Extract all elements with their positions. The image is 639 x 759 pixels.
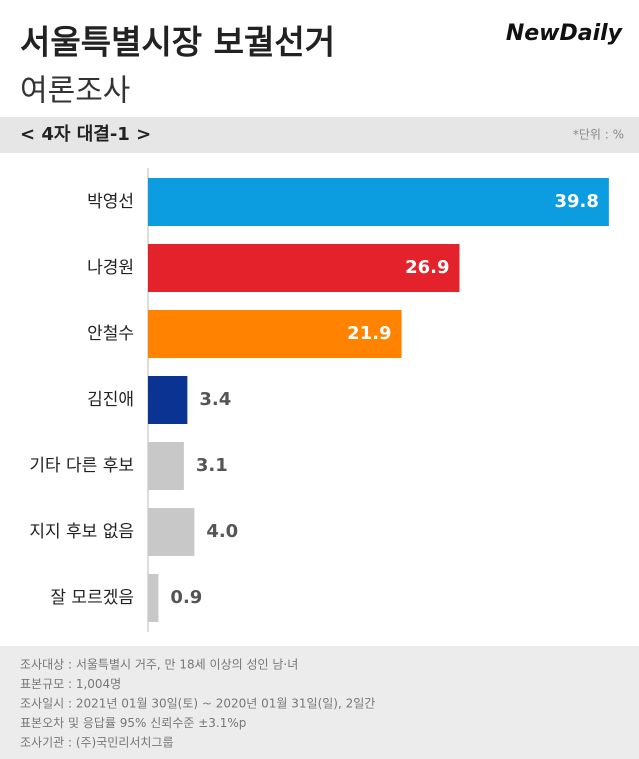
footer-band bbox=[0, 646, 639, 759]
bar bbox=[148, 508, 195, 556]
bar bbox=[148, 442, 184, 490]
value-label: 39.8 bbox=[554, 191, 598, 212]
category-label: 안철수 bbox=[87, 324, 134, 344]
bar bbox=[148, 244, 460, 292]
footer-note: 조사대상 : 서울특별시 거주, 만 18세 이상의 성인 남·녀 bbox=[20, 658, 298, 672]
value-label: 0.9 bbox=[170, 587, 202, 608]
value-label: 26.9 bbox=[405, 257, 449, 278]
bar bbox=[148, 574, 159, 622]
brand: NewDaily bbox=[506, 21, 624, 46]
category-label: 기타 다른 후보 bbox=[29, 456, 134, 476]
value-label: 3.4 bbox=[199, 389, 231, 410]
value-label: 3.1 bbox=[196, 455, 228, 476]
category-label: 잘 모르겠음 bbox=[50, 588, 134, 608]
value-label: 21.9 bbox=[347, 323, 391, 344]
bar bbox=[148, 178, 609, 226]
footer-note: 표본오차 및 응답률 95% 신뢰수준 ±3.1%p bbox=[20, 716, 246, 730]
unit-note: *단위 : % bbox=[573, 128, 624, 142]
chart-subtitle: 여론조사 bbox=[20, 74, 130, 109]
section-band bbox=[0, 117, 639, 153]
bar bbox=[148, 376, 188, 424]
footer-note: 조사일시 : 2021년 01월 30일(토) ~ 2020년 01월 31일(… bbox=[20, 697, 375, 711]
footer-note: 표본규모 : 1,004명 bbox=[20, 677, 121, 691]
footer-note: 조사기관 : (주)국민리서치그룹 bbox=[20, 736, 174, 750]
category-label: 박영선 bbox=[87, 192, 134, 212]
bar bbox=[148, 310, 402, 358]
category-label: 지지 후보 없음 bbox=[29, 522, 134, 542]
chart-title: 서울특별시장 보궐선거 bbox=[20, 23, 335, 62]
category-label: 나경원 bbox=[87, 258, 134, 278]
value-label: 4.0 bbox=[206, 521, 238, 542]
section-label: < 4자 대결-1 > bbox=[20, 124, 151, 145]
category-label: 김진애 bbox=[87, 390, 134, 410]
